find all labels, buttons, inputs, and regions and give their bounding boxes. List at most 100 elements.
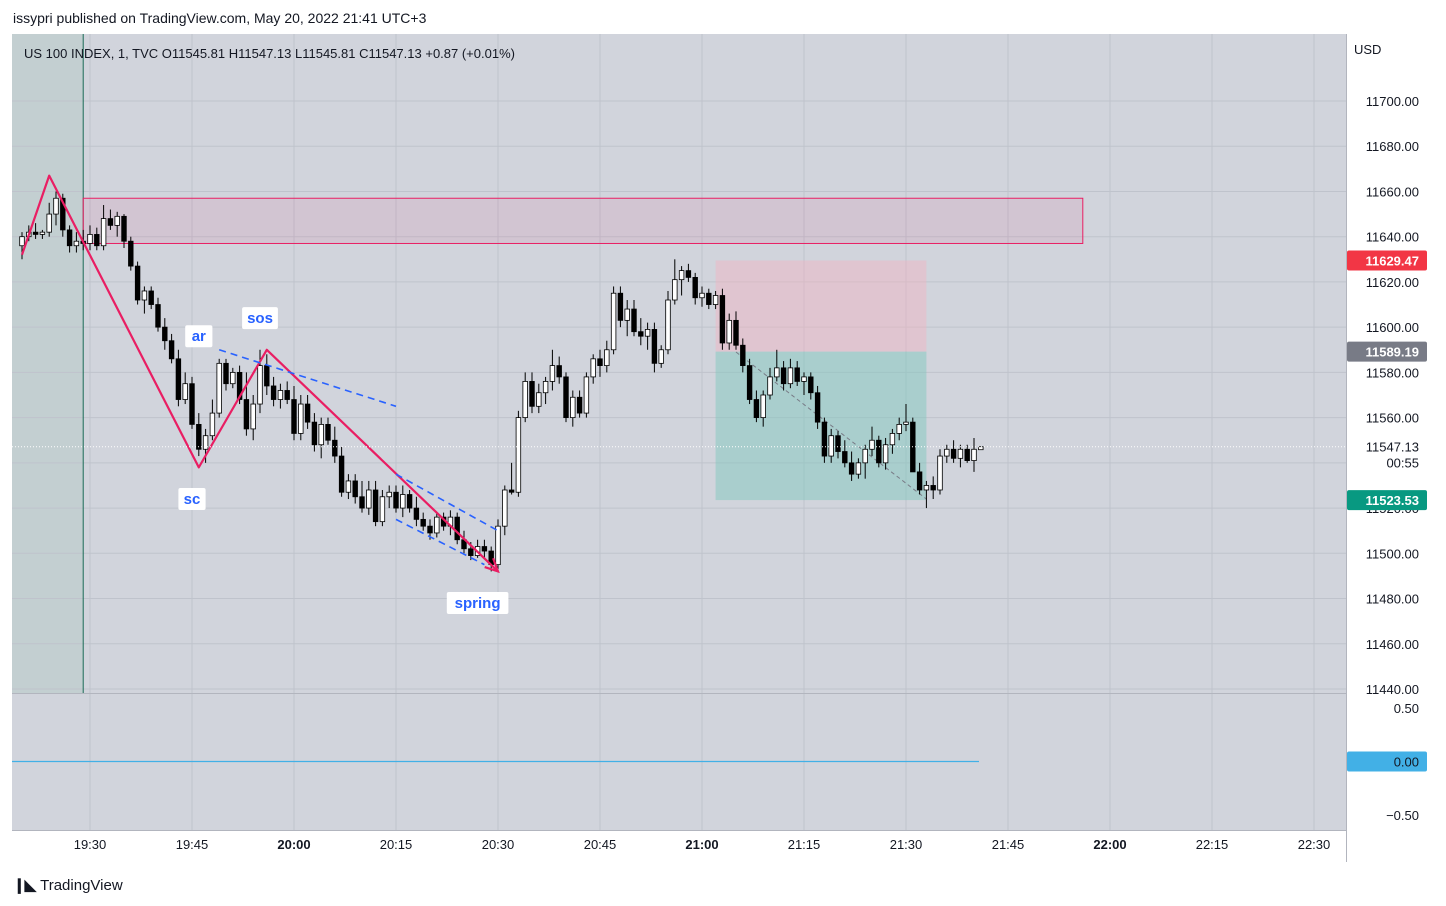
candle	[134, 261, 141, 305]
candle-body	[223, 362, 229, 385]
candle	[311, 413, 318, 452]
candle	[366, 480, 372, 515]
candle	[379, 489, 386, 527]
candle	[753, 390, 760, 423]
price-chart[interactable]: ar sos sc spring 0.50 −0.50 0.00 USD 11700.00 116…	[12, 34, 1434, 862]
candle-body	[590, 358, 596, 378]
candle	[910, 417, 916, 473]
candle-body	[481, 546, 488, 552]
wyckoff-label-text: sos	[247, 310, 273, 327]
candle-body	[162, 326, 168, 342]
candle-body	[651, 329, 658, 364]
candle	[576, 390, 583, 418]
candle-body	[311, 421, 318, 446]
candle-body	[692, 276, 698, 299]
candle-body	[971, 448, 977, 461]
price-tag-bg	[1347, 490, 1427, 511]
candle-body	[427, 525, 433, 534]
wyckoff-label-bg	[242, 307, 278, 330]
candle	[814, 385, 821, 429]
candle-body	[216, 362, 222, 414]
candle-body	[155, 304, 161, 328]
candle-body	[100, 218, 107, 247]
price-tick-label: 11580.00	[1366, 365, 1419, 380]
candle-body	[270, 385, 277, 400]
candle-body	[19, 236, 25, 247]
candle	[964, 444, 970, 463]
candle-body	[916, 471, 923, 491]
candle	[495, 519, 501, 570]
candle-body	[196, 423, 202, 450]
candle	[937, 449, 943, 495]
candle-body	[631, 308, 637, 333]
candle-body	[753, 399, 760, 419]
candle	[556, 356, 562, 384]
candle-body	[644, 329, 651, 337]
candle-body	[699, 292, 705, 299]
candle-body	[379, 496, 386, 523]
candle-body	[706, 292, 712, 305]
candle-body	[230, 371, 236, 385]
candle	[760, 390, 766, 427]
candle-body	[359, 496, 365, 509]
candle	[821, 417, 828, 463]
candle	[100, 205, 107, 251]
candle	[332, 426, 338, 463]
candle	[162, 318, 168, 350]
price-tick-label: 11620.00	[1366, 275, 1419, 290]
candle	[32, 223, 39, 239]
candle	[631, 300, 637, 337]
candle-body	[957, 448, 964, 459]
price-tag-bg	[1347, 341, 1427, 362]
time-tick-label: 21:00	[685, 837, 718, 852]
wyckoff-label-text: sc	[184, 491, 201, 508]
position-trend-dashed	[735, 351, 927, 500]
candle-body	[889, 433, 896, 446]
candle-body	[168, 340, 175, 360]
candle	[291, 385, 297, 441]
candle	[882, 437, 889, 470]
candle	[393, 485, 399, 513]
candle	[672, 259, 678, 305]
candle	[923, 480, 930, 509]
footer-brand[interactable]: ❙◣ TradingView	[13, 876, 123, 895]
candle	[651, 322, 658, 373]
candle	[73, 232, 80, 253]
price-tick-label: 11660.00	[1366, 184, 1419, 199]
candle-body	[780, 367, 787, 385]
candle-body	[352, 480, 358, 498]
time-tick-label: 21:45	[992, 837, 1025, 852]
candle	[372, 480, 379, 527]
candle-body	[848, 462, 855, 475]
candle-body	[420, 518, 426, 527]
candle-body	[610, 292, 617, 351]
candle	[644, 322, 651, 350]
candle-body	[209, 412, 216, 437]
candle	[794, 361, 800, 386]
candle	[46, 202, 52, 237]
candle-body	[617, 292, 624, 321]
candle	[726, 313, 732, 350]
candle-body	[774, 367, 780, 378]
candle-body	[114, 215, 120, 226]
candle	[114, 211, 120, 237]
candle	[597, 349, 603, 377]
time-tick-label: 19:45	[176, 837, 209, 852]
candle-body	[66, 229, 73, 247]
candle-body	[842, 451, 848, 464]
price-tag: 11589.19	[1347, 341, 1427, 362]
price-tag-text: 11547.13	[1366, 440, 1419, 455]
candle-body	[896, 423, 902, 434]
candle-body	[236, 371, 243, 400]
candle-body	[801, 376, 807, 382]
indicator-value-tag: 0.00	[1347, 751, 1427, 772]
candle-body	[726, 319, 732, 344]
candle	[196, 413, 202, 457]
candle-body	[672, 279, 678, 301]
candle-body	[345, 480, 352, 493]
candle	[780, 361, 787, 391]
candle	[862, 444, 868, 479]
candle-body	[107, 218, 114, 226]
candle-body	[570, 396, 576, 419]
